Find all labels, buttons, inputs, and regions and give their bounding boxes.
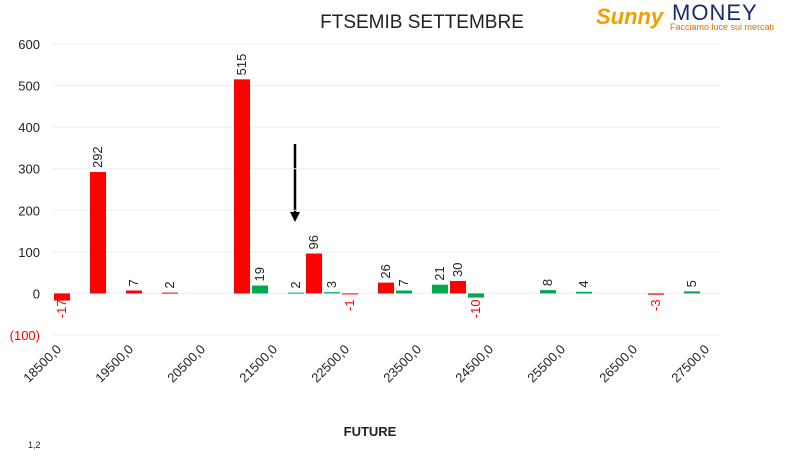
logo-brand-right: MONEY	[672, 0, 758, 25]
y-tick-label: (100)	[10, 328, 40, 343]
data-label: 7	[126, 279, 141, 286]
chart-title: FTSEMIB SETTEMBRE	[320, 12, 524, 33]
bar	[648, 293, 664, 295]
data-label: 26	[378, 264, 393, 278]
data-label: 19	[252, 267, 267, 281]
data-label: 292	[90, 146, 105, 168]
x-tick-label: 22500,0	[308, 342, 352, 386]
bar	[540, 290, 556, 294]
data-label: -17	[54, 299, 69, 318]
bar	[288, 292, 304, 294]
y-tick-label: 100	[18, 245, 40, 260]
data-label: 5	[684, 280, 699, 287]
x-axis-label: FUTURE	[344, 424, 397, 439]
x-tick-label: 26500,0	[596, 342, 640, 386]
x-tick-label: 23500,0	[380, 342, 424, 386]
x-tick-label: 19500,0	[92, 342, 136, 386]
bar	[450, 280, 466, 294]
data-label: 96	[306, 235, 321, 249]
y-tick-label: 400	[18, 120, 40, 135]
footnote: 1,2	[28, 440, 41, 450]
bar	[234, 79, 250, 294]
data-label: 2	[162, 281, 177, 288]
y-tick-label: 500	[18, 79, 40, 94]
x-tick-label: 21500,0	[236, 342, 280, 386]
bar	[90, 172, 106, 294]
data-label: -3	[648, 299, 663, 311]
y-tick-label: 300	[18, 162, 40, 177]
bar	[432, 284, 448, 294]
arrow-head	[290, 212, 300, 222]
data-label: -10	[468, 299, 483, 318]
bar	[126, 290, 142, 294]
data-label: 4	[576, 281, 591, 288]
x-tick-label: 25500,0	[524, 342, 568, 386]
logo: Sunny MONEY Facciamo luce sui mercati	[596, 0, 774, 32]
y-tick-label: 600	[18, 37, 40, 52]
data-label: 30	[450, 262, 465, 276]
x-tick-label: 24500,0	[452, 342, 496, 386]
bar	[378, 282, 394, 294]
bar	[468, 293, 484, 298]
x-tick-label: 20500,0	[164, 342, 208, 386]
data-label: -1	[342, 299, 357, 311]
data-label: 3	[324, 281, 339, 288]
data-label: 7	[396, 279, 411, 286]
x-tick-label: 27500,0	[668, 342, 712, 386]
data-label: 515	[234, 54, 249, 76]
bar	[576, 291, 592, 294]
bar	[306, 253, 322, 294]
data-label: 8	[540, 279, 555, 286]
data-label: 2	[288, 281, 303, 288]
arrow	[290, 144, 300, 222]
y-tick-label: 200	[18, 203, 40, 218]
bar	[324, 292, 340, 294]
x-tick-label: 18500,0	[20, 342, 64, 386]
data-label: 21	[432, 266, 447, 280]
bar	[396, 290, 412, 294]
logo-brand-left: Sunny	[596, 4, 665, 29]
bar	[342, 293, 358, 295]
bar	[252, 285, 268, 294]
bar	[54, 293, 70, 301]
bar	[162, 292, 178, 294]
y-tick-label: 0	[33, 286, 40, 301]
logo-tagline: Facciamo luce sui mercati	[670, 22, 774, 32]
bar	[684, 291, 700, 294]
